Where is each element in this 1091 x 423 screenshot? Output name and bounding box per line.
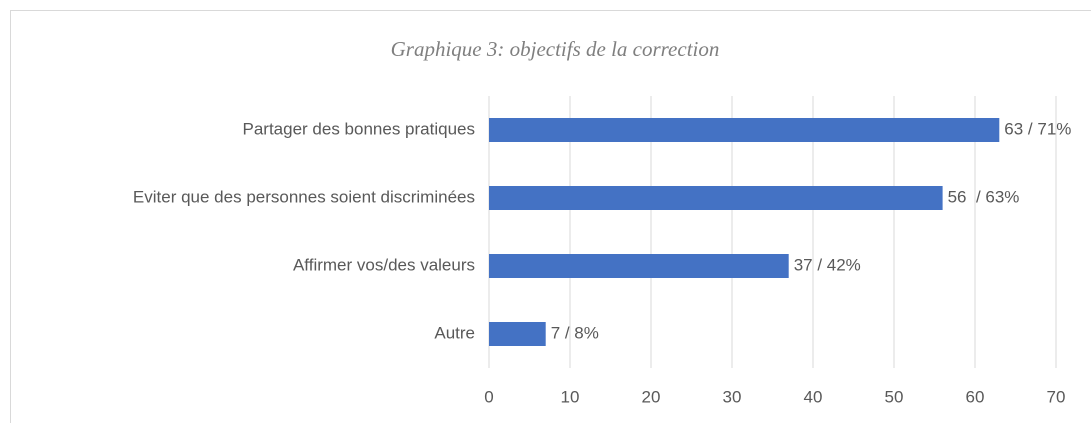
x-tick-label: 30 bbox=[723, 387, 742, 406]
bar bbox=[489, 254, 789, 278]
y-tick-label: Autre bbox=[434, 323, 475, 342]
chart-title: Graphique 3: objectifs de la correction bbox=[391, 37, 720, 61]
bar bbox=[489, 186, 943, 210]
x-tick-label: 0 bbox=[484, 387, 493, 406]
chart-frame bbox=[10, 10, 1091, 423]
x-tick-label: 50 bbox=[885, 387, 904, 406]
x-tick-label: 10 bbox=[561, 387, 580, 406]
data-label: 7 / 8% bbox=[551, 323, 599, 342]
bar bbox=[489, 322, 546, 346]
x-tick-label: 20 bbox=[642, 387, 661, 406]
data-label: 37 / 42% bbox=[794, 255, 861, 274]
x-tick-label: 40 bbox=[804, 387, 823, 406]
data-label: 56 / 63% bbox=[948, 187, 1020, 206]
y-tick-label: Partager des bonnes pratiques bbox=[243, 119, 476, 138]
x-tick-label: 60 bbox=[966, 387, 985, 406]
bar bbox=[489, 118, 1000, 142]
y-tick-label: Eviter que des personnes soient discrimi… bbox=[133, 187, 475, 206]
x-tick-label: 70 bbox=[1047, 387, 1066, 406]
data-label: 63 / 71% bbox=[1004, 119, 1071, 138]
y-tick-label: Affirmer vos/des valeurs bbox=[293, 255, 475, 274]
